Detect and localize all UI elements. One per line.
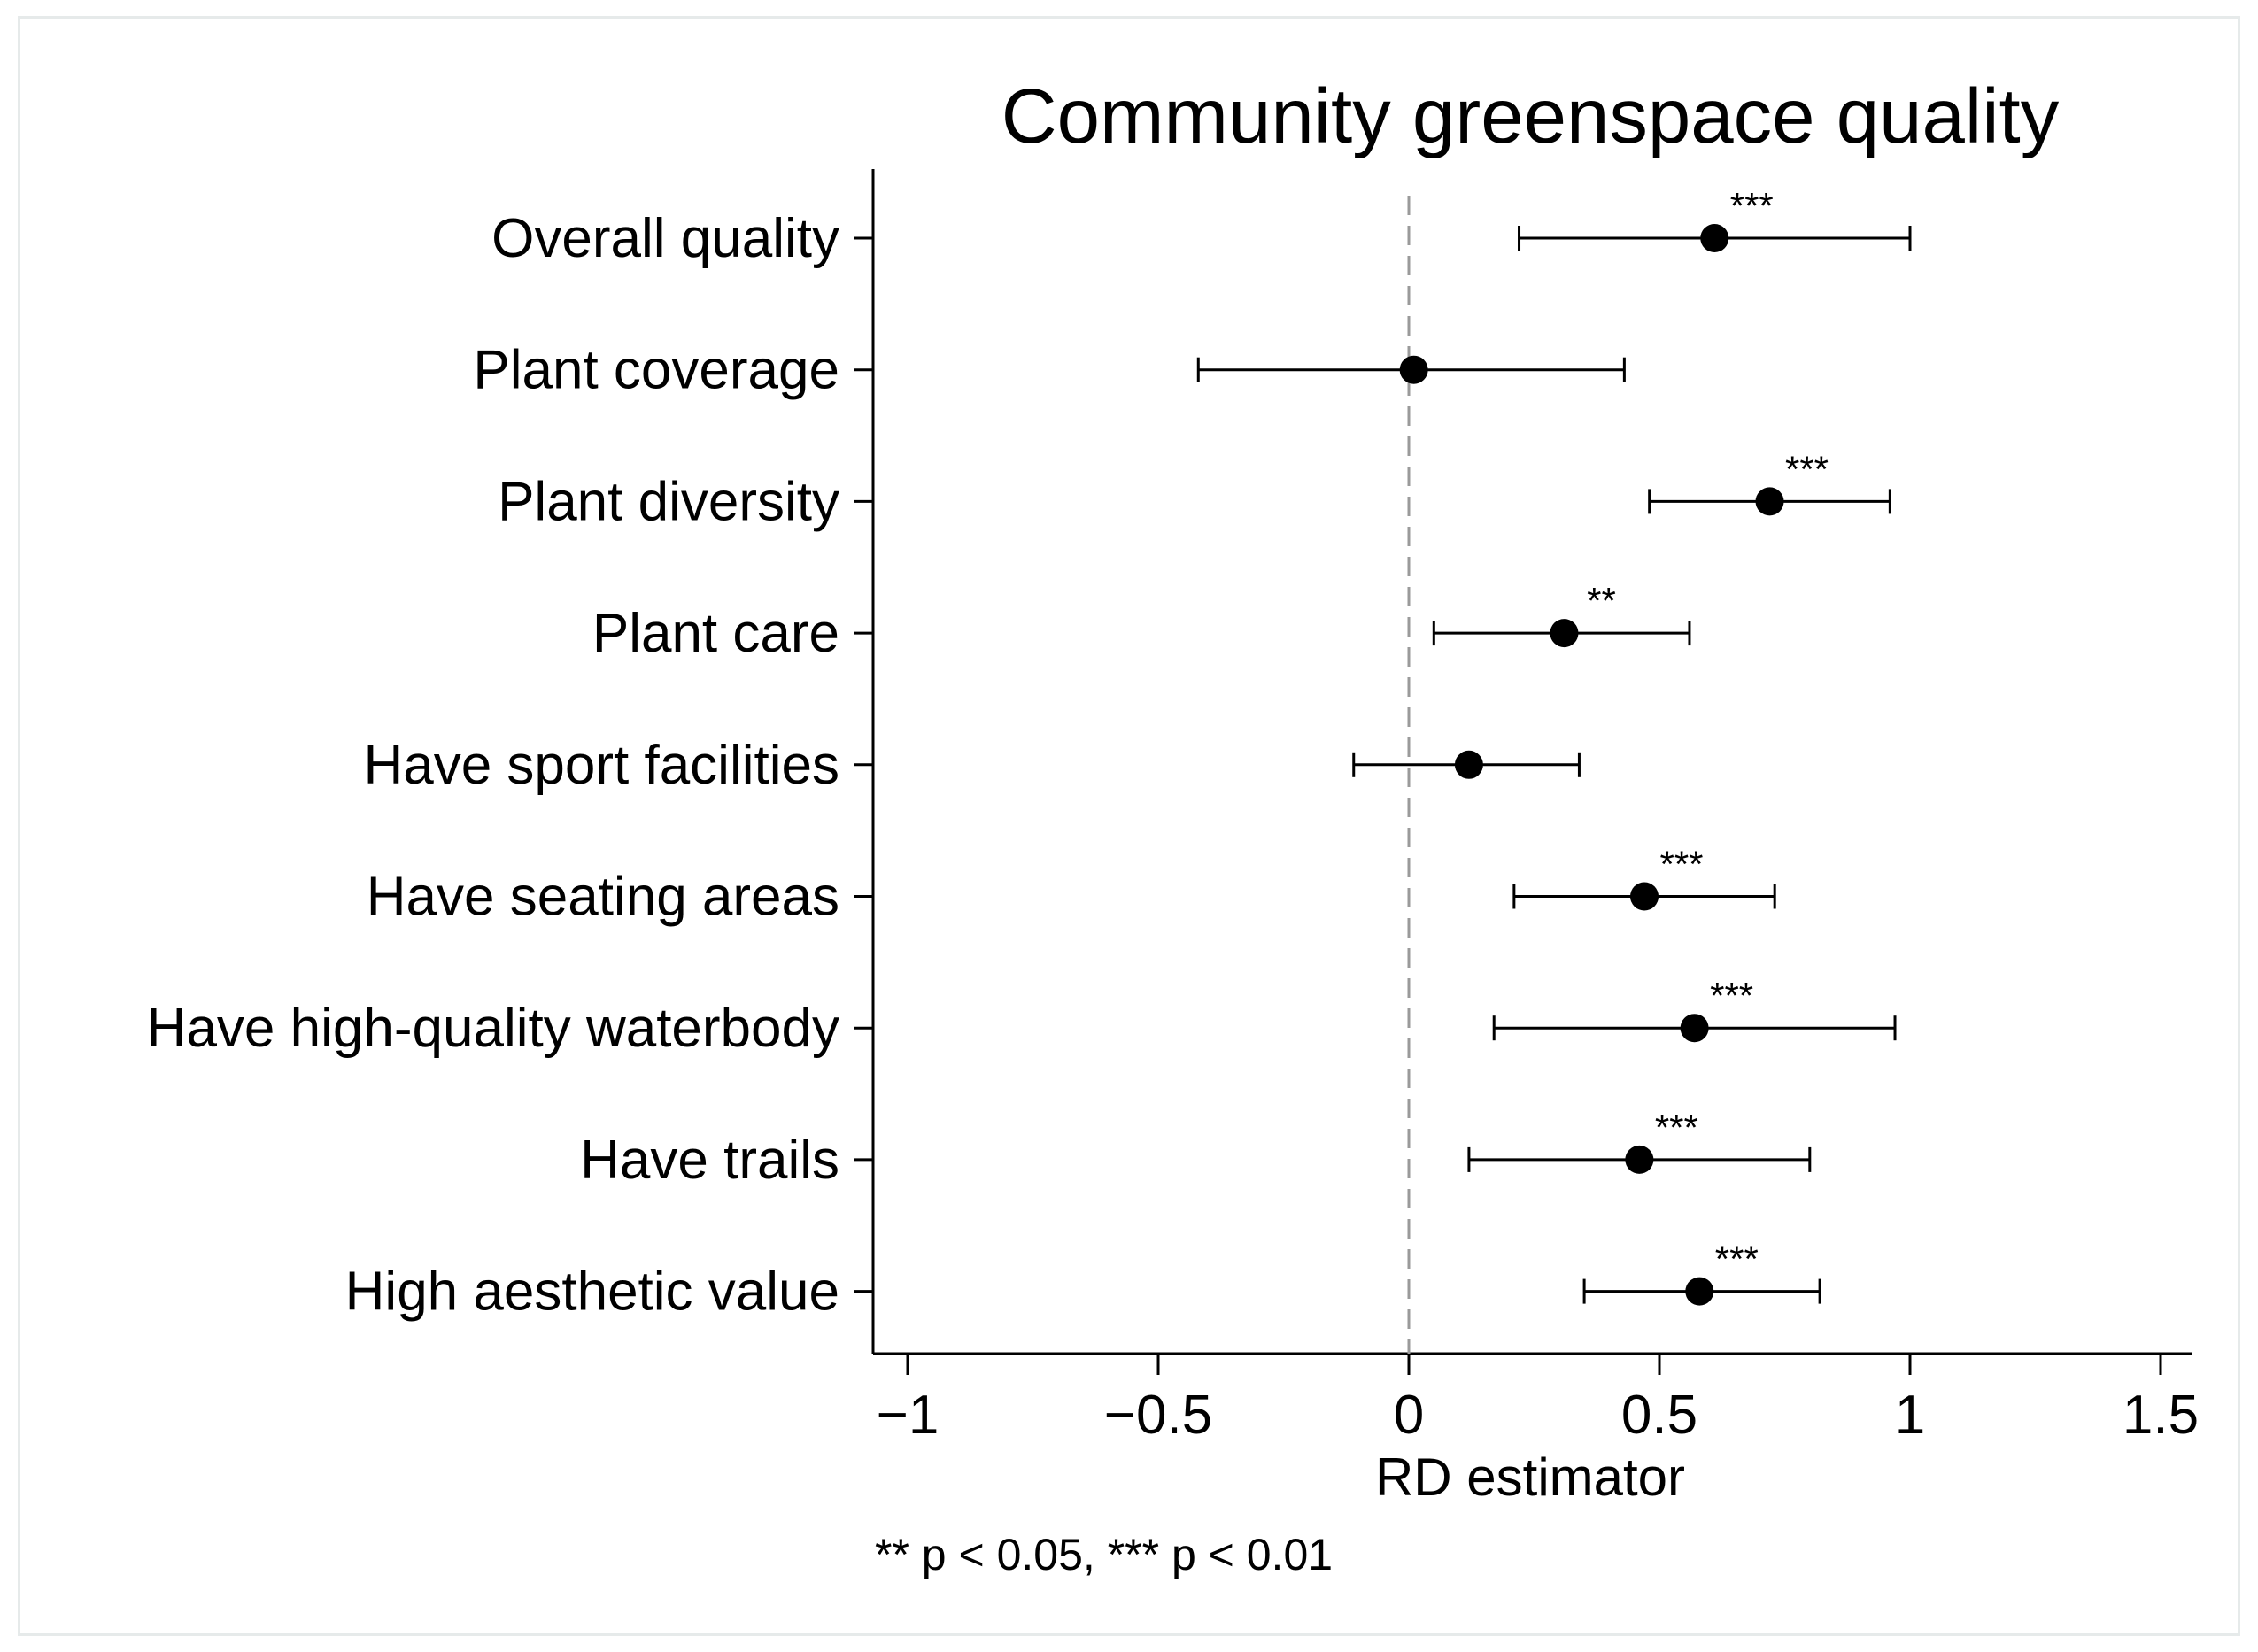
- x-tick-label: 0: [1394, 1385, 1424, 1446]
- significance-stars: **: [1587, 580, 1616, 621]
- category-label: Plant coverage: [473, 340, 839, 401]
- significance-stars: ***: [1730, 185, 1774, 227]
- x-tick-label: 0.5: [1621, 1385, 1697, 1446]
- category-label: Plant diversity: [498, 471, 839, 532]
- x-axis-title: RD estimator: [1375, 1447, 1685, 1507]
- x-tick-label: −0.5: [1104, 1385, 1212, 1446]
- coefficient-plot: Community greenspace quality −1 −0.5 0 0.5 1…: [147, 73, 2199, 1579]
- figure-frame: Community greenspace quality −1 −0.5 0 0.5 1…: [18, 16, 2240, 1636]
- category-label: Have sport facilities: [363, 735, 839, 796]
- point-estimate: [1454, 750, 1483, 779]
- point-estimate: [1399, 355, 1428, 384]
- point-estimate: [1700, 224, 1729, 252]
- point-estimate: [1630, 882, 1659, 911]
- category-label: Plant care: [592, 603, 839, 664]
- significance-stars: ***: [1655, 1107, 1698, 1148]
- significance-stars: ***: [1659, 844, 1703, 885]
- point-estimate: [1680, 1014, 1709, 1043]
- x-tick-label: 1.5: [2123, 1385, 2199, 1446]
- x-tick-label: 1: [1895, 1385, 1925, 1446]
- x-tick-label: −1: [877, 1385, 940, 1446]
- category-label: Have high-quality waterbody: [147, 998, 839, 1059]
- point-estimate: [1550, 619, 1579, 648]
- point-estimate: [1755, 487, 1784, 516]
- significance-note: ** p < 0.05, *** p < 0.01: [875, 1530, 1333, 1579]
- chart-title: Community greenspace quality: [1001, 73, 2060, 159]
- plot-area: −1 −0.5 0 0.5 1 1.5 Overall quality *** Plant co…: [147, 169, 2199, 1446]
- category-label: Have seating areas: [367, 867, 839, 928]
- significance-stars: ***: [1715, 1239, 1759, 1280]
- category-label: High aesthetic value: [345, 1262, 839, 1323]
- category-label: Overall quality: [491, 208, 839, 269]
- significance-stars: ***: [1710, 975, 1753, 1016]
- point-estimate: [1685, 1277, 1714, 1306]
- significance-stars: ***: [1785, 448, 1829, 490]
- point-estimate: [1625, 1145, 1654, 1174]
- category-label: Have trails: [580, 1130, 839, 1191]
